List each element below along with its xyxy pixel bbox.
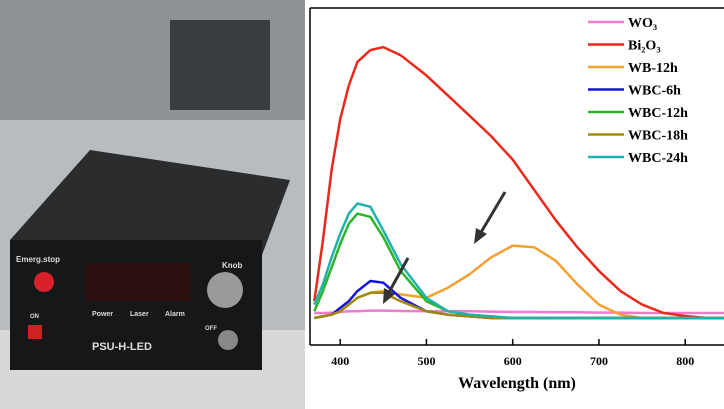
x-tick-label: 500 [417, 354, 435, 368]
photo: Emerg.stop Knob Power Laser Alarm PSU-H-… [0, 0, 305, 409]
arrows [383, 191, 507, 304]
legend-label: WB-12h [628, 61, 678, 76]
series-line [313, 212, 724, 320]
x-tick-label: 600 [504, 354, 522, 368]
arrow [478, 191, 507, 235]
photo-label: PSU-H-LED [92, 341, 152, 353]
stop-button [34, 272, 54, 292]
legend-label: WBC-18h [628, 129, 688, 144]
photo-label: Emerg.stop [16, 255, 60, 264]
arrow-head [383, 288, 395, 304]
series-line [314, 309, 724, 315]
series-line [313, 202, 724, 320]
legend-label: Bi₂O₃ [628, 39, 661, 54]
switch [28, 325, 42, 339]
photo-label: Power [92, 311, 113, 318]
photo-label: Alarm [165, 311, 185, 318]
arrow-head [474, 228, 487, 244]
arrow [386, 257, 410, 295]
photo-label: ON [30, 314, 39, 320]
legend-label: WBC-24h [628, 151, 688, 166]
legend-label: WBC-6h [628, 84, 681, 99]
legend-label: WBC-12h [628, 106, 688, 121]
photo-instrument [170, 20, 270, 110]
x-tick-label: 400 [331, 354, 349, 368]
series-line [313, 45, 724, 320]
key-switch [218, 330, 238, 350]
x-tick-label: 700 [590, 354, 608, 368]
photo-label: OFF [205, 326, 217, 332]
photo-label: Laser [130, 311, 149, 318]
x-tick-label: 800 [676, 354, 694, 368]
chart: Wavelength (nm) 400 500 600 700 800 WO₃ Bi₂O₃ W… [309, 7, 724, 392]
legend-label: WO₃ [628, 16, 657, 31]
device-top [10, 150, 290, 255]
display [85, 263, 190, 301]
photo-label: Knob [222, 261, 243, 270]
x-axis-label: Wavelength (nm) [458, 375, 576, 392]
knob [207, 272, 243, 308]
